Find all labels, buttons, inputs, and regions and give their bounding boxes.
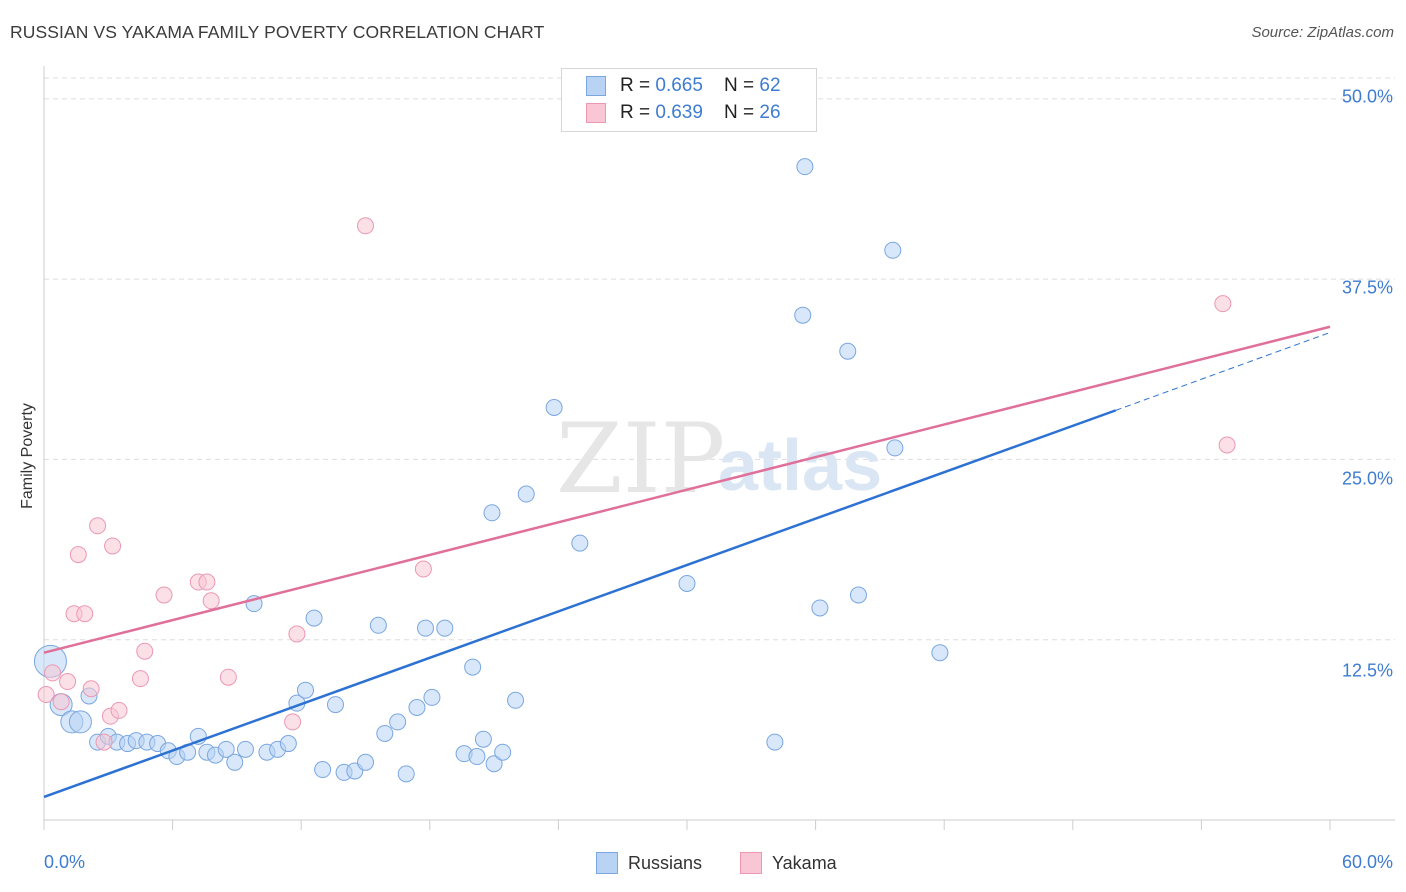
russians-point [571,534,589,552]
legend-label-russians: Russians [628,852,703,873]
yakama-trend-line [43,325,1331,654]
russians-point [884,241,902,259]
russians-point [517,485,535,503]
x-tick-label: 60.0% [1341,852,1393,872]
y-tick-label: 50.0% [1341,86,1393,107]
yakama-point [357,217,374,235]
russians-point [236,740,254,758]
russians-point [796,158,814,176]
russians-r-value: 0.665 [655,75,703,96]
x-tick-label: 0.0% [44,852,86,872]
watermark-atlas: atlas [718,426,882,506]
russians-point [483,504,501,522]
russians-point [397,765,415,783]
russians-n-label: N = [724,75,760,96]
russians-trend-line [43,409,1117,799]
russians-swatch [586,76,606,96]
russians-point [464,658,482,676]
watermark-zip: ZIP [556,403,725,515]
yakama-n-label: N = [724,102,760,123]
yakama-point [1218,436,1236,454]
yakama-legend-swatch [740,852,762,874]
russians-point [678,574,696,592]
yakama-point [59,673,77,691]
russians-point [931,644,949,662]
russians-point [314,761,332,779]
russians-point [545,399,563,416]
russians-point [811,599,829,617]
russians-point [357,753,374,771]
russians-point [326,696,344,714]
russians-point [507,691,525,709]
yakama-point [284,713,302,731]
russians-point [226,753,244,771]
yakama-point [76,605,94,623]
yakama-point [110,701,128,719]
yakama-point [414,560,432,578]
russians-point [468,748,486,766]
yakama-swatch [586,103,606,123]
yakama-point [219,668,237,686]
yakama-point [37,686,55,704]
yakama-point [69,546,87,564]
source-label: Source: ZipAtlas.com [1251,24,1394,41]
y-tick-label: 25.0% [1341,468,1393,489]
y-tick-label: 37.5% [1341,277,1393,298]
yakama-point [44,664,62,682]
russians-trend-extension [1115,332,1331,411]
yakama-point [131,670,149,688]
russians-point [474,730,492,748]
russians-r-label: R = [620,75,656,96]
russians-point [423,688,441,706]
russians-point [389,713,407,731]
yakama-point [82,680,100,698]
russians-point [305,609,323,627]
yakama-r-label: R = [620,102,656,123]
russians-point [68,710,92,734]
russians-point [485,755,503,773]
yakama-point [1214,295,1232,313]
russians-point [296,681,314,699]
y-tick-label: 12.5% [1341,660,1393,681]
russians-point [279,735,297,753]
russians-point [849,586,867,604]
russians-point [886,439,904,457]
russians-point [839,342,857,360]
russians-point [408,699,426,716]
russians-n-value: 62 [759,75,781,96]
russians-point [417,619,435,637]
russians-legend-swatch [596,852,618,874]
yakama-point [202,592,220,610]
legend-yakama[interactable]: Yakama [740,852,837,874]
russians-point [494,743,512,761]
yakama-point [136,642,154,660]
yakama-n-value: 26 [759,102,781,123]
russians-point [436,619,454,637]
russians-point [794,306,812,324]
yakama-point [155,586,173,604]
yakama-r-value: 0.639 [655,102,703,123]
russians-point [369,616,387,634]
legend-russians[interactable]: Russians [596,852,702,874]
yakama-point [95,733,113,751]
yakama-point [89,517,107,535]
legend-label-yakama: Yakama [772,852,837,873]
yakama-point [288,625,306,643]
yakama-point [198,573,216,591]
yakama-point [52,693,70,711]
russians-point [376,724,394,742]
russians-point [766,733,784,751]
chart-title: RUSSIAN VS YAKAMA FAMILY POVERTY CORRELA… [10,22,545,42]
stats-box: R = 0.665 N = 62 R = 0.639 N = 26 [561,68,817,132]
yakama-point [104,537,122,555]
russians-point [217,740,235,758]
